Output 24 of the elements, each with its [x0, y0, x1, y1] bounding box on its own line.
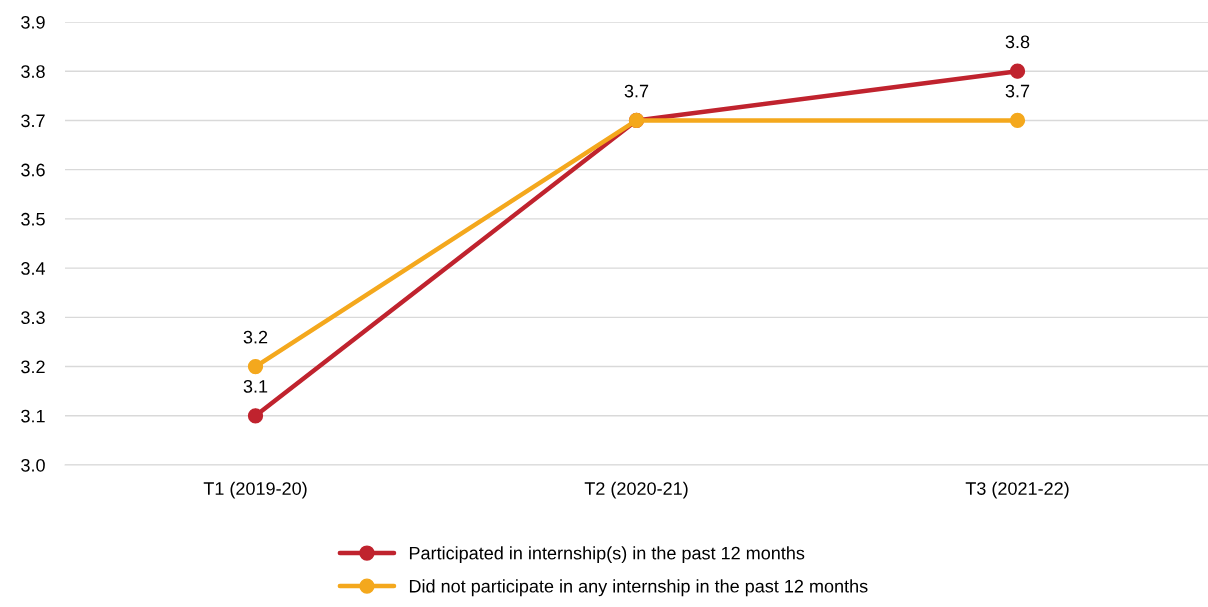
- x-tick-label: T3 (2021-22): [965, 481, 1069, 499]
- text: 3.7: [21, 114, 45, 128]
- text: 3.4: [21, 262, 46, 275]
- point: [1009, 112, 1026, 129]
- point: [247, 408, 264, 424]
- text: 3.3: [21, 311, 45, 325]
- text: 3.9: [21, 15, 45, 29]
- legend-label: Participated in internship(s) in the past 12 months: [409, 546, 805, 564]
- text: 3.0: [21, 458, 45, 472]
- text: 3.1: [21, 409, 45, 423]
- x-tick-label: T2 (2020-21): [584, 481, 688, 499]
- point: [1009, 63, 1026, 79]
- data-label: 3.1: [243, 379, 268, 393]
- text: 3.8: [21, 65, 45, 78]
- text: 3.6: [21, 163, 45, 177]
- text: 3.5: [21, 212, 45, 226]
- x-tick-label: T1 (2019-20): [203, 481, 307, 499]
- data-label: 3.7: [624, 84, 649, 98]
- legend-label: Did not participate in any internship in the past 12 months: [409, 579, 868, 597]
- data-label: 3.7: [1005, 84, 1030, 98]
- data-label: 3.8: [1005, 35, 1030, 49]
- point: [247, 358, 264, 375]
- text: 3.2: [21, 360, 45, 374]
- data-label: 3.2: [243, 330, 268, 344]
